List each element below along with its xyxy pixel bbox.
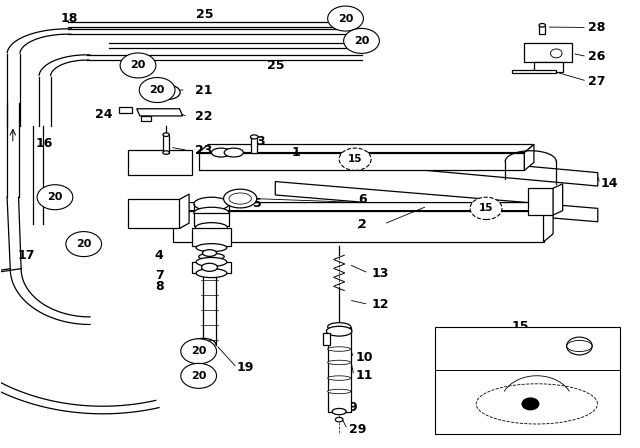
Polygon shape xyxy=(323,333,330,345)
Ellipse shape xyxy=(163,133,170,137)
Text: 12: 12 xyxy=(371,298,388,311)
Text: 23: 23 xyxy=(195,144,213,157)
Text: 9: 9 xyxy=(349,401,357,414)
Polygon shape xyxy=(534,62,563,72)
Circle shape xyxy=(180,363,216,388)
Ellipse shape xyxy=(335,418,343,422)
Circle shape xyxy=(339,148,371,170)
Polygon shape xyxy=(173,211,543,242)
Text: 15: 15 xyxy=(348,154,362,164)
Polygon shape xyxy=(198,152,524,170)
Ellipse shape xyxy=(328,376,351,380)
Text: 28: 28 xyxy=(588,21,605,34)
Ellipse shape xyxy=(223,189,257,208)
Polygon shape xyxy=(192,262,230,273)
Text: 20: 20 xyxy=(47,192,63,202)
Ellipse shape xyxy=(152,89,166,100)
Text: 17: 17 xyxy=(17,249,35,262)
Circle shape xyxy=(522,398,539,410)
Text: 18: 18 xyxy=(61,12,78,25)
Text: 16: 16 xyxy=(35,137,53,150)
Ellipse shape xyxy=(332,409,346,415)
Text: 2: 2 xyxy=(358,217,367,231)
Text: 21: 21 xyxy=(195,83,213,96)
Circle shape xyxy=(120,53,156,78)
Text: 14: 14 xyxy=(601,177,618,190)
Polygon shape xyxy=(275,181,598,222)
Polygon shape xyxy=(524,43,572,62)
Text: 29: 29 xyxy=(349,423,366,436)
Ellipse shape xyxy=(156,85,180,99)
Ellipse shape xyxy=(229,193,252,204)
Ellipse shape xyxy=(328,347,351,351)
Polygon shape xyxy=(119,107,132,113)
Text: 20: 20 xyxy=(338,13,353,24)
Polygon shape xyxy=(129,151,192,175)
Text: 25: 25 xyxy=(196,8,214,21)
Polygon shape xyxy=(173,202,553,211)
Text: 20: 20 xyxy=(191,346,206,356)
Polygon shape xyxy=(141,116,151,121)
Text: 20: 20 xyxy=(191,371,206,381)
Text: 20: 20 xyxy=(131,60,146,70)
Polygon shape xyxy=(543,202,553,242)
Polygon shape xyxy=(511,70,556,73)
Polygon shape xyxy=(179,194,189,228)
Circle shape xyxy=(37,185,73,210)
Polygon shape xyxy=(163,135,170,152)
Ellipse shape xyxy=(211,148,230,157)
Polygon shape xyxy=(129,199,179,228)
Text: 7: 7 xyxy=(155,269,164,282)
Text: 20: 20 xyxy=(354,36,369,46)
Text: 8: 8 xyxy=(155,280,164,293)
Text: 4: 4 xyxy=(155,249,164,262)
Text: 11: 11 xyxy=(355,369,372,382)
Ellipse shape xyxy=(196,269,227,278)
Circle shape xyxy=(470,197,502,220)
Polygon shape xyxy=(198,145,534,152)
Text: 15: 15 xyxy=(479,203,493,213)
Text: 3CO·4024: 3CO·4024 xyxy=(524,419,591,432)
Text: 15: 15 xyxy=(511,320,529,333)
Ellipse shape xyxy=(328,389,351,394)
Ellipse shape xyxy=(202,263,218,271)
Ellipse shape xyxy=(328,323,351,331)
Ellipse shape xyxy=(195,223,227,233)
Text: 5: 5 xyxy=(253,198,262,211)
Ellipse shape xyxy=(539,23,545,27)
Ellipse shape xyxy=(198,253,224,260)
Text: 20: 20 xyxy=(511,336,529,349)
Ellipse shape xyxy=(163,151,170,154)
Polygon shape xyxy=(192,228,230,246)
Text: 6: 6 xyxy=(358,193,367,206)
Text: 24: 24 xyxy=(95,108,113,121)
Ellipse shape xyxy=(202,250,216,256)
Text: 20: 20 xyxy=(76,239,92,249)
Polygon shape xyxy=(314,147,598,186)
Ellipse shape xyxy=(224,148,243,157)
Polygon shape xyxy=(524,145,534,170)
Text: 1: 1 xyxy=(291,146,300,159)
Circle shape xyxy=(180,339,216,364)
Circle shape xyxy=(66,232,102,257)
Ellipse shape xyxy=(194,197,229,211)
Text: 20: 20 xyxy=(150,85,165,95)
Ellipse shape xyxy=(196,258,227,267)
Ellipse shape xyxy=(328,360,351,365)
Text: 27: 27 xyxy=(588,74,605,88)
Polygon shape xyxy=(527,188,553,215)
Text: 10: 10 xyxy=(355,352,372,365)
Text: 3: 3 xyxy=(256,135,265,148)
Text: 19: 19 xyxy=(237,361,254,375)
Polygon shape xyxy=(137,109,182,116)
Ellipse shape xyxy=(196,244,227,252)
Text: 26: 26 xyxy=(588,50,605,63)
Polygon shape xyxy=(328,327,351,412)
Ellipse shape xyxy=(194,207,229,219)
Text: 25: 25 xyxy=(266,59,284,72)
Ellipse shape xyxy=(326,326,352,336)
Polygon shape xyxy=(251,137,257,153)
FancyBboxPatch shape xyxy=(435,327,620,434)
Ellipse shape xyxy=(250,135,258,139)
